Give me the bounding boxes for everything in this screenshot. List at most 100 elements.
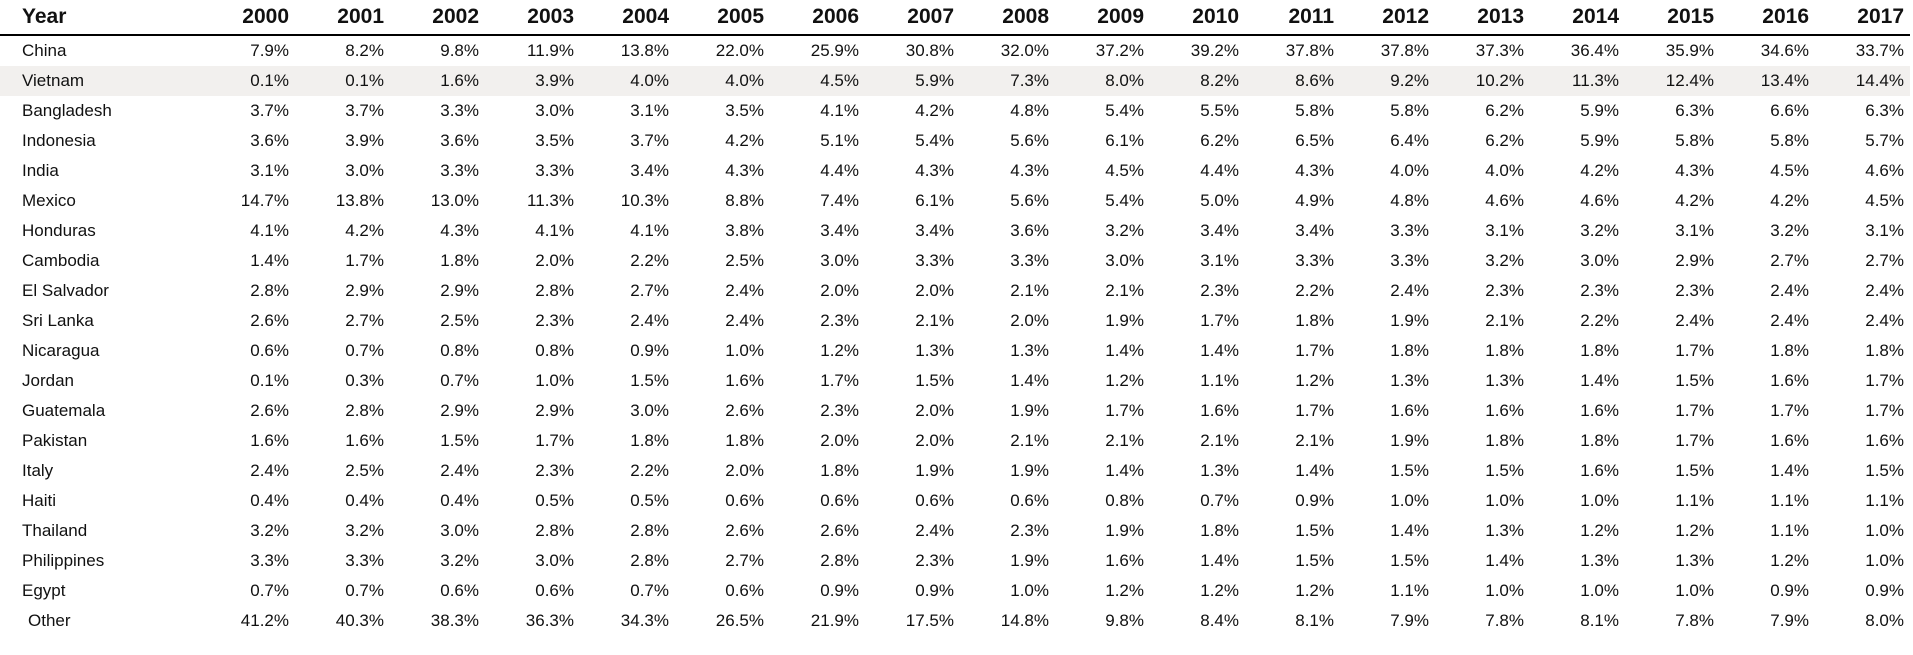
year-header: 2009 bbox=[1055, 0, 1150, 36]
share-value-cell: 1.4% bbox=[1295, 461, 1334, 480]
share-value-cell: 3.0% bbox=[820, 251, 859, 270]
share-value-cell: 25.9% bbox=[810, 41, 859, 60]
share-value-cell: 1.9% bbox=[915, 461, 954, 480]
share-value-cell: 2.1% bbox=[1485, 311, 1524, 330]
share-value-cell: 2.8% bbox=[345, 401, 384, 420]
share-value-cell: 1.8% bbox=[1295, 311, 1334, 330]
share-value-cell: 2.8% bbox=[535, 521, 574, 540]
share-value-cell: 1.1% bbox=[1770, 521, 1809, 540]
share-value-cell: 1.7% bbox=[820, 371, 859, 390]
share-value-cell: 2.2% bbox=[1295, 281, 1334, 300]
share-value-cell: 4.2% bbox=[1580, 161, 1619, 180]
share-value-cell: 6.4% bbox=[1390, 131, 1429, 150]
share-value-cell: 6.2% bbox=[1485, 101, 1524, 120]
year-header: 2006 bbox=[770, 0, 865, 36]
share-value-cell: 3.9% bbox=[345, 131, 384, 150]
share-value-cell: 2.0% bbox=[1010, 311, 1049, 330]
share-value-cell: 3.3% bbox=[345, 551, 384, 570]
table-row: India 3.1% 3.0% 3.3% 3.3% 3.4% 4.3% 4.4% 4.3% 4.3… bbox=[0, 156, 1910, 186]
share-value-cell: 7.9% bbox=[1770, 611, 1809, 630]
share-value-cell: 3.4% bbox=[1200, 221, 1239, 240]
share-value-cell: 2.3% bbox=[820, 311, 859, 330]
share-value-cell: 1.3% bbox=[1485, 371, 1524, 390]
share-value-cell: 1.6% bbox=[1580, 401, 1619, 420]
year-header: 2016 bbox=[1720, 0, 1815, 36]
share-value-cell: 40.3% bbox=[335, 611, 384, 630]
share-value-cell: 1.9% bbox=[1390, 431, 1429, 450]
share-value-cell: 0.3% bbox=[345, 371, 384, 390]
share-value-cell: 1.7% bbox=[1675, 341, 1714, 360]
share-value-cell: 0.6% bbox=[1010, 491, 1049, 510]
year-header: 2003 bbox=[485, 0, 580, 36]
share-value-cell: 13.4% bbox=[1720, 66, 1815, 96]
share-value-cell: 13.0% bbox=[430, 191, 479, 210]
share-value-cell: 4.3% bbox=[440, 221, 479, 240]
share-value-cell: 0.9% bbox=[1770, 581, 1809, 600]
share-value-cell: 0.6% bbox=[725, 491, 764, 510]
share-value-cell: 2.1% bbox=[1010, 281, 1049, 300]
share-value-cell: 1.7% bbox=[535, 431, 574, 450]
share-value-cell: 2.5% bbox=[440, 311, 479, 330]
share-value-cell: 2.5% bbox=[725, 251, 764, 270]
country-label: Vietnam bbox=[0, 66, 200, 96]
share-value-cell: 1.7% bbox=[1295, 401, 1334, 420]
share-value-cell: 0.6% bbox=[820, 491, 859, 510]
country-label: India bbox=[22, 161, 59, 180]
share-value-cell: 0.7% bbox=[345, 341, 384, 360]
share-value-cell: 3.1% bbox=[250, 161, 289, 180]
share-value-cell: 0.7% bbox=[630, 581, 669, 600]
share-value-cell: 11.9% bbox=[527, 41, 574, 60]
share-value-cell: 1.6% bbox=[345, 431, 384, 450]
share-value-cell: 1.7% bbox=[1865, 371, 1904, 390]
share-value-cell: 1.0% bbox=[1865, 521, 1904, 540]
share-value-cell: 1.1% bbox=[1200, 371, 1239, 390]
share-value-cell: 1.8% bbox=[630, 431, 669, 450]
share-value-cell: 5.6% bbox=[1010, 131, 1049, 150]
share-value-cell: 1.4% bbox=[1770, 461, 1809, 480]
share-value-cell: 1.9% bbox=[1010, 461, 1049, 480]
share-value-cell: 2.3% bbox=[535, 311, 574, 330]
share-value-cell: 0.9% bbox=[630, 341, 669, 360]
country-label: Haiti bbox=[22, 491, 57, 510]
share-value-cell: 1.6% bbox=[1485, 401, 1524, 420]
share-value-cell: 9.2% bbox=[1340, 66, 1435, 96]
share-value-cell: 4.1% bbox=[250, 221, 289, 240]
share-value-cell: 1.8% bbox=[440, 251, 479, 270]
share-value-cell: 8.2% bbox=[1150, 66, 1245, 96]
share-value-cell: 2.8% bbox=[820, 551, 859, 570]
share-value-cell: 3.0% bbox=[535, 101, 574, 120]
share-value-cell: 2.8% bbox=[535, 281, 574, 300]
share-value-cell: 2.9% bbox=[440, 401, 479, 420]
share-value-cell: 5.4% bbox=[915, 131, 954, 150]
share-value-cell: 2.4% bbox=[1770, 311, 1809, 330]
share-value-cell: 7.4% bbox=[820, 191, 859, 210]
share-value-cell: 2.5% bbox=[345, 461, 384, 480]
country-label: Sri Lanka bbox=[22, 311, 94, 330]
share-value-cell: 13.8% bbox=[620, 41, 669, 60]
share-value-cell: 3.2% bbox=[1485, 251, 1524, 270]
share-value-cell: 3.9% bbox=[485, 66, 580, 96]
share-value-cell: 1.0% bbox=[1485, 491, 1524, 510]
share-value-cell: 8.0% bbox=[1055, 66, 1150, 96]
share-value-cell: 1.0% bbox=[1010, 581, 1049, 600]
share-value-cell: 5.5% bbox=[1200, 101, 1239, 120]
share-value-cell: 1.4% bbox=[1105, 341, 1144, 360]
table-row: Vietnam 0.1% 0.1% 1.6% 3.9% 4.0% 4.0% 4.5% 5.9% 7… bbox=[0, 66, 1910, 96]
share-value-cell: 1.0% bbox=[1580, 581, 1619, 600]
share-value-cell: 5.9% bbox=[1580, 131, 1619, 150]
share-value-cell: 2.4% bbox=[915, 521, 954, 540]
share-value-cell: 14.4% bbox=[1815, 66, 1910, 96]
share-value-cell: 1.5% bbox=[1485, 461, 1524, 480]
share-value-cell: 1.9% bbox=[1010, 551, 1049, 570]
share-value-cell: 3.6% bbox=[440, 131, 479, 150]
share-value-cell: 37.2% bbox=[1095, 41, 1144, 60]
share-value-cell: 1.5% bbox=[1390, 551, 1429, 570]
share-value-cell: 3.1% bbox=[1200, 251, 1239, 270]
share-value-cell: 6.2% bbox=[1200, 131, 1239, 150]
share-value-cell: 34.3% bbox=[620, 611, 669, 630]
share-value-cell: 4.4% bbox=[1200, 161, 1239, 180]
share-value-cell: 1.3% bbox=[1200, 461, 1239, 480]
share-value-cell: 5.0% bbox=[1200, 191, 1239, 210]
share-value-cell: 6.6% bbox=[1770, 101, 1809, 120]
share-value-cell: 1.6% bbox=[1865, 431, 1904, 450]
